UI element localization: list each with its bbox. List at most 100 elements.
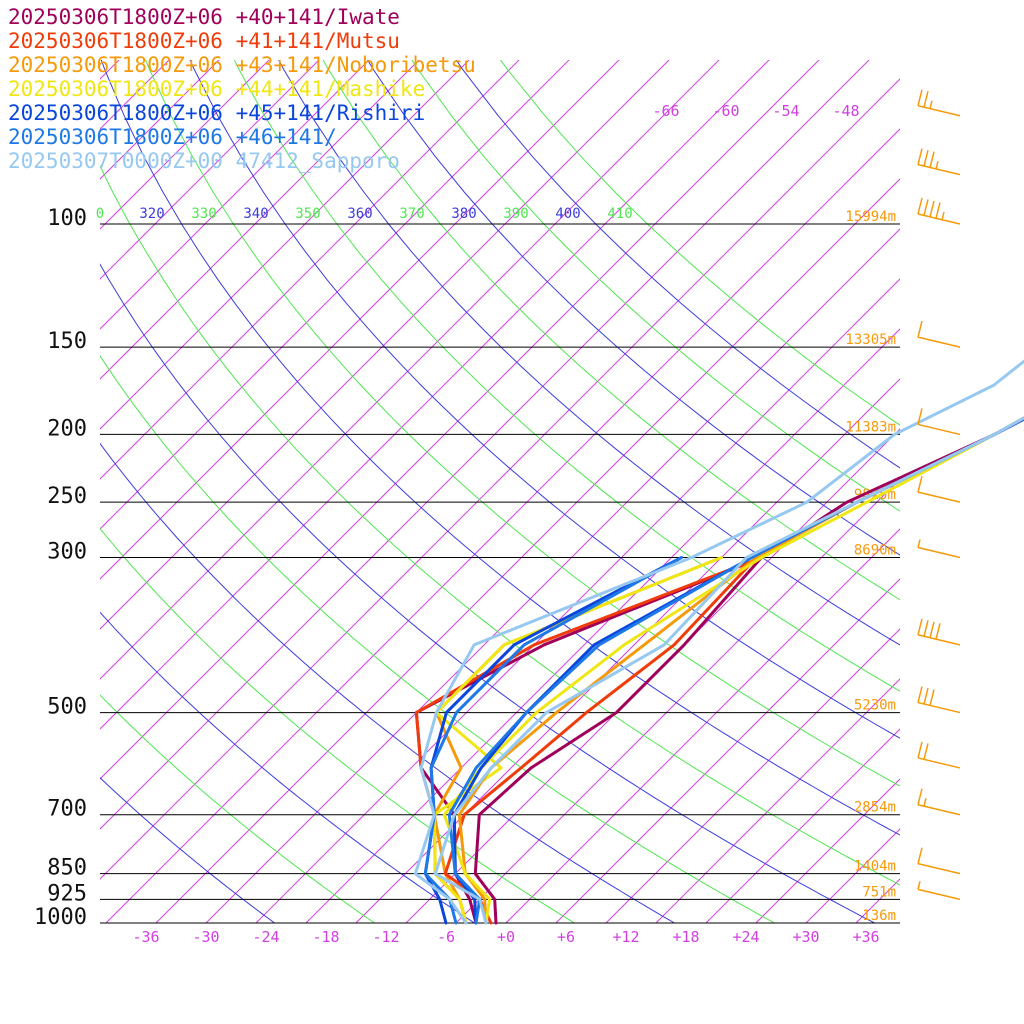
- height-label: 15994m: [845, 209, 896, 225]
- barb-staff: [917, 634, 961, 646]
- barb-flag: [917, 847, 923, 864]
- pressure-label: 150: [47, 329, 87, 354]
- moist-adiabat: [100, 527, 575, 924]
- barb-flag: [917, 686, 923, 703]
- height-label: 2854m: [854, 800, 896, 816]
- temperature-tick: +12: [612, 928, 639, 946]
- barb-flag: [935, 202, 941, 219]
- moist-adiabat: [411, 60, 900, 512]
- barb-half: [917, 881, 921, 890]
- barb-half: [935, 160, 939, 170]
- temperature-tick: +36: [852, 928, 879, 946]
- pressure-label: 850: [47, 856, 87, 881]
- pressure-label: 500: [47, 695, 87, 720]
- temperature-tick: +24: [732, 928, 759, 946]
- barb-flag: [917, 741, 923, 759]
- pressure-label: 1000: [34, 905, 87, 930]
- barb-flag: [917, 618, 923, 636]
- temperature-tick: +6: [557, 928, 575, 946]
- isotherm: [100, 60, 170, 130]
- theta-label: 380: [451, 206, 476, 222]
- wind-barb: [917, 89, 961, 117]
- barb-half: [923, 798, 927, 807]
- dewpoint-line: [413, 359, 1024, 925]
- wind-barb: [917, 475, 961, 503]
- legend-entry: 20250306T1800Z+06 +46+141/: [8, 125, 337, 149]
- barb-staff: [917, 213, 961, 225]
- barb-staff: [917, 757, 961, 769]
- temperature-line: [452, 417, 1024, 925]
- temperature-line: [447, 416, 1024, 925]
- dry-adiabat: [100, 611, 475, 924]
- legend-entry: 20250306T1800Z+06 +40+141/Iwate: [8, 5, 400, 29]
- wind-barb: [917, 148, 961, 176]
- theta-label: 320: [139, 206, 164, 222]
- temperature-tick: +0: [497, 928, 515, 946]
- legend-entry: 20250306T1800Z+06 +41+141/Mutsu: [8, 29, 400, 53]
- temperature-tick: +18: [672, 928, 699, 946]
- isotherm: [555, 578, 900, 924]
- barb-flag: [929, 151, 935, 168]
- barb-staff: [917, 163, 961, 176]
- height-label: 751m: [862, 884, 896, 900]
- barb-flag: [929, 621, 935, 639]
- pressure-label: 100: [47, 206, 87, 231]
- legend-entry: 20250306T1800Z+06 +44+141/Mashike: [8, 77, 425, 101]
- profile-series: [413, 359, 1024, 925]
- isotherm: [100, 60, 470, 430]
- isotherm: [956, 0, 1024, 923]
- wind-barbs: [917, 89, 961, 901]
- isotherm: [100, 60, 420, 380]
- theta-label: 400: [555, 206, 580, 222]
- height-label: 5230m: [854, 698, 896, 714]
- temperature-axis: -36 -30 -24 -18 -12 -6 +0 +6 +12 +18 +24 +30 +36: [132, 928, 879, 946]
- theta-label: 330: [191, 206, 216, 222]
- isotherm-label: -48: [832, 102, 859, 120]
- height-label: 1404m: [854, 859, 896, 875]
- barb-flag: [923, 199, 929, 216]
- dewpoint-line: [414, 556, 763, 925]
- pressure-label: 200: [47, 416, 87, 441]
- barb-flag: [917, 320, 923, 338]
- legend-entry: 20250307T0000Z+00 47412_Sapporo: [8, 149, 400, 173]
- pressure-label: 700: [47, 797, 87, 822]
- legend-entry: 20250306T1800Z+06 +43+141/Noboribetsu: [8, 53, 476, 77]
- barb-flag: [917, 148, 923, 165]
- isotherm: [655, 678, 900, 924]
- barb-half: [929, 100, 933, 109]
- wind-barb: [917, 197, 961, 225]
- isotherm: [100, 60, 370, 330]
- pressure-label: 925: [47, 881, 87, 906]
- series-clip: [413, 359, 1024, 925]
- temperature-line: [473, 417, 1024, 925]
- temperature-tick: -24: [252, 928, 279, 946]
- barb-flag: [917, 788, 923, 805]
- barb-flag: [929, 200, 935, 218]
- theta-label: 370: [399, 206, 424, 222]
- isotherm: [705, 728, 900, 924]
- wind-barb: [917, 741, 961, 769]
- barb-staff: [917, 491, 961, 503]
- isotherm: [305, 328, 900, 924]
- height-label: 11383m: [845, 419, 896, 435]
- theta-label: 360: [347, 206, 372, 222]
- wind-barb: [917, 539, 961, 559]
- theta-label: 0: [96, 206, 104, 222]
- barb-staff: [917, 862, 961, 875]
- barb-flag: [917, 197, 923, 215]
- wind-barb: [917, 847, 961, 875]
- isotherm-label: -54: [772, 102, 799, 120]
- barb-staff: [917, 423, 961, 436]
- wind-barb: [917, 618, 961, 646]
- dry-adiabat: [366, 60, 900, 556]
- temperature-line: [433, 416, 1024, 925]
- temperature-tick: -6: [437, 928, 455, 946]
- height-label: 136m: [862, 908, 896, 924]
- height-label: 13305m: [845, 332, 896, 348]
- height-label: 8690m: [854, 543, 896, 559]
- temperature-line: [443, 416, 1024, 925]
- barb-flag: [935, 623, 941, 640]
- isotherm-label: -60: [712, 102, 739, 120]
- isotherm: [100, 60, 320, 280]
